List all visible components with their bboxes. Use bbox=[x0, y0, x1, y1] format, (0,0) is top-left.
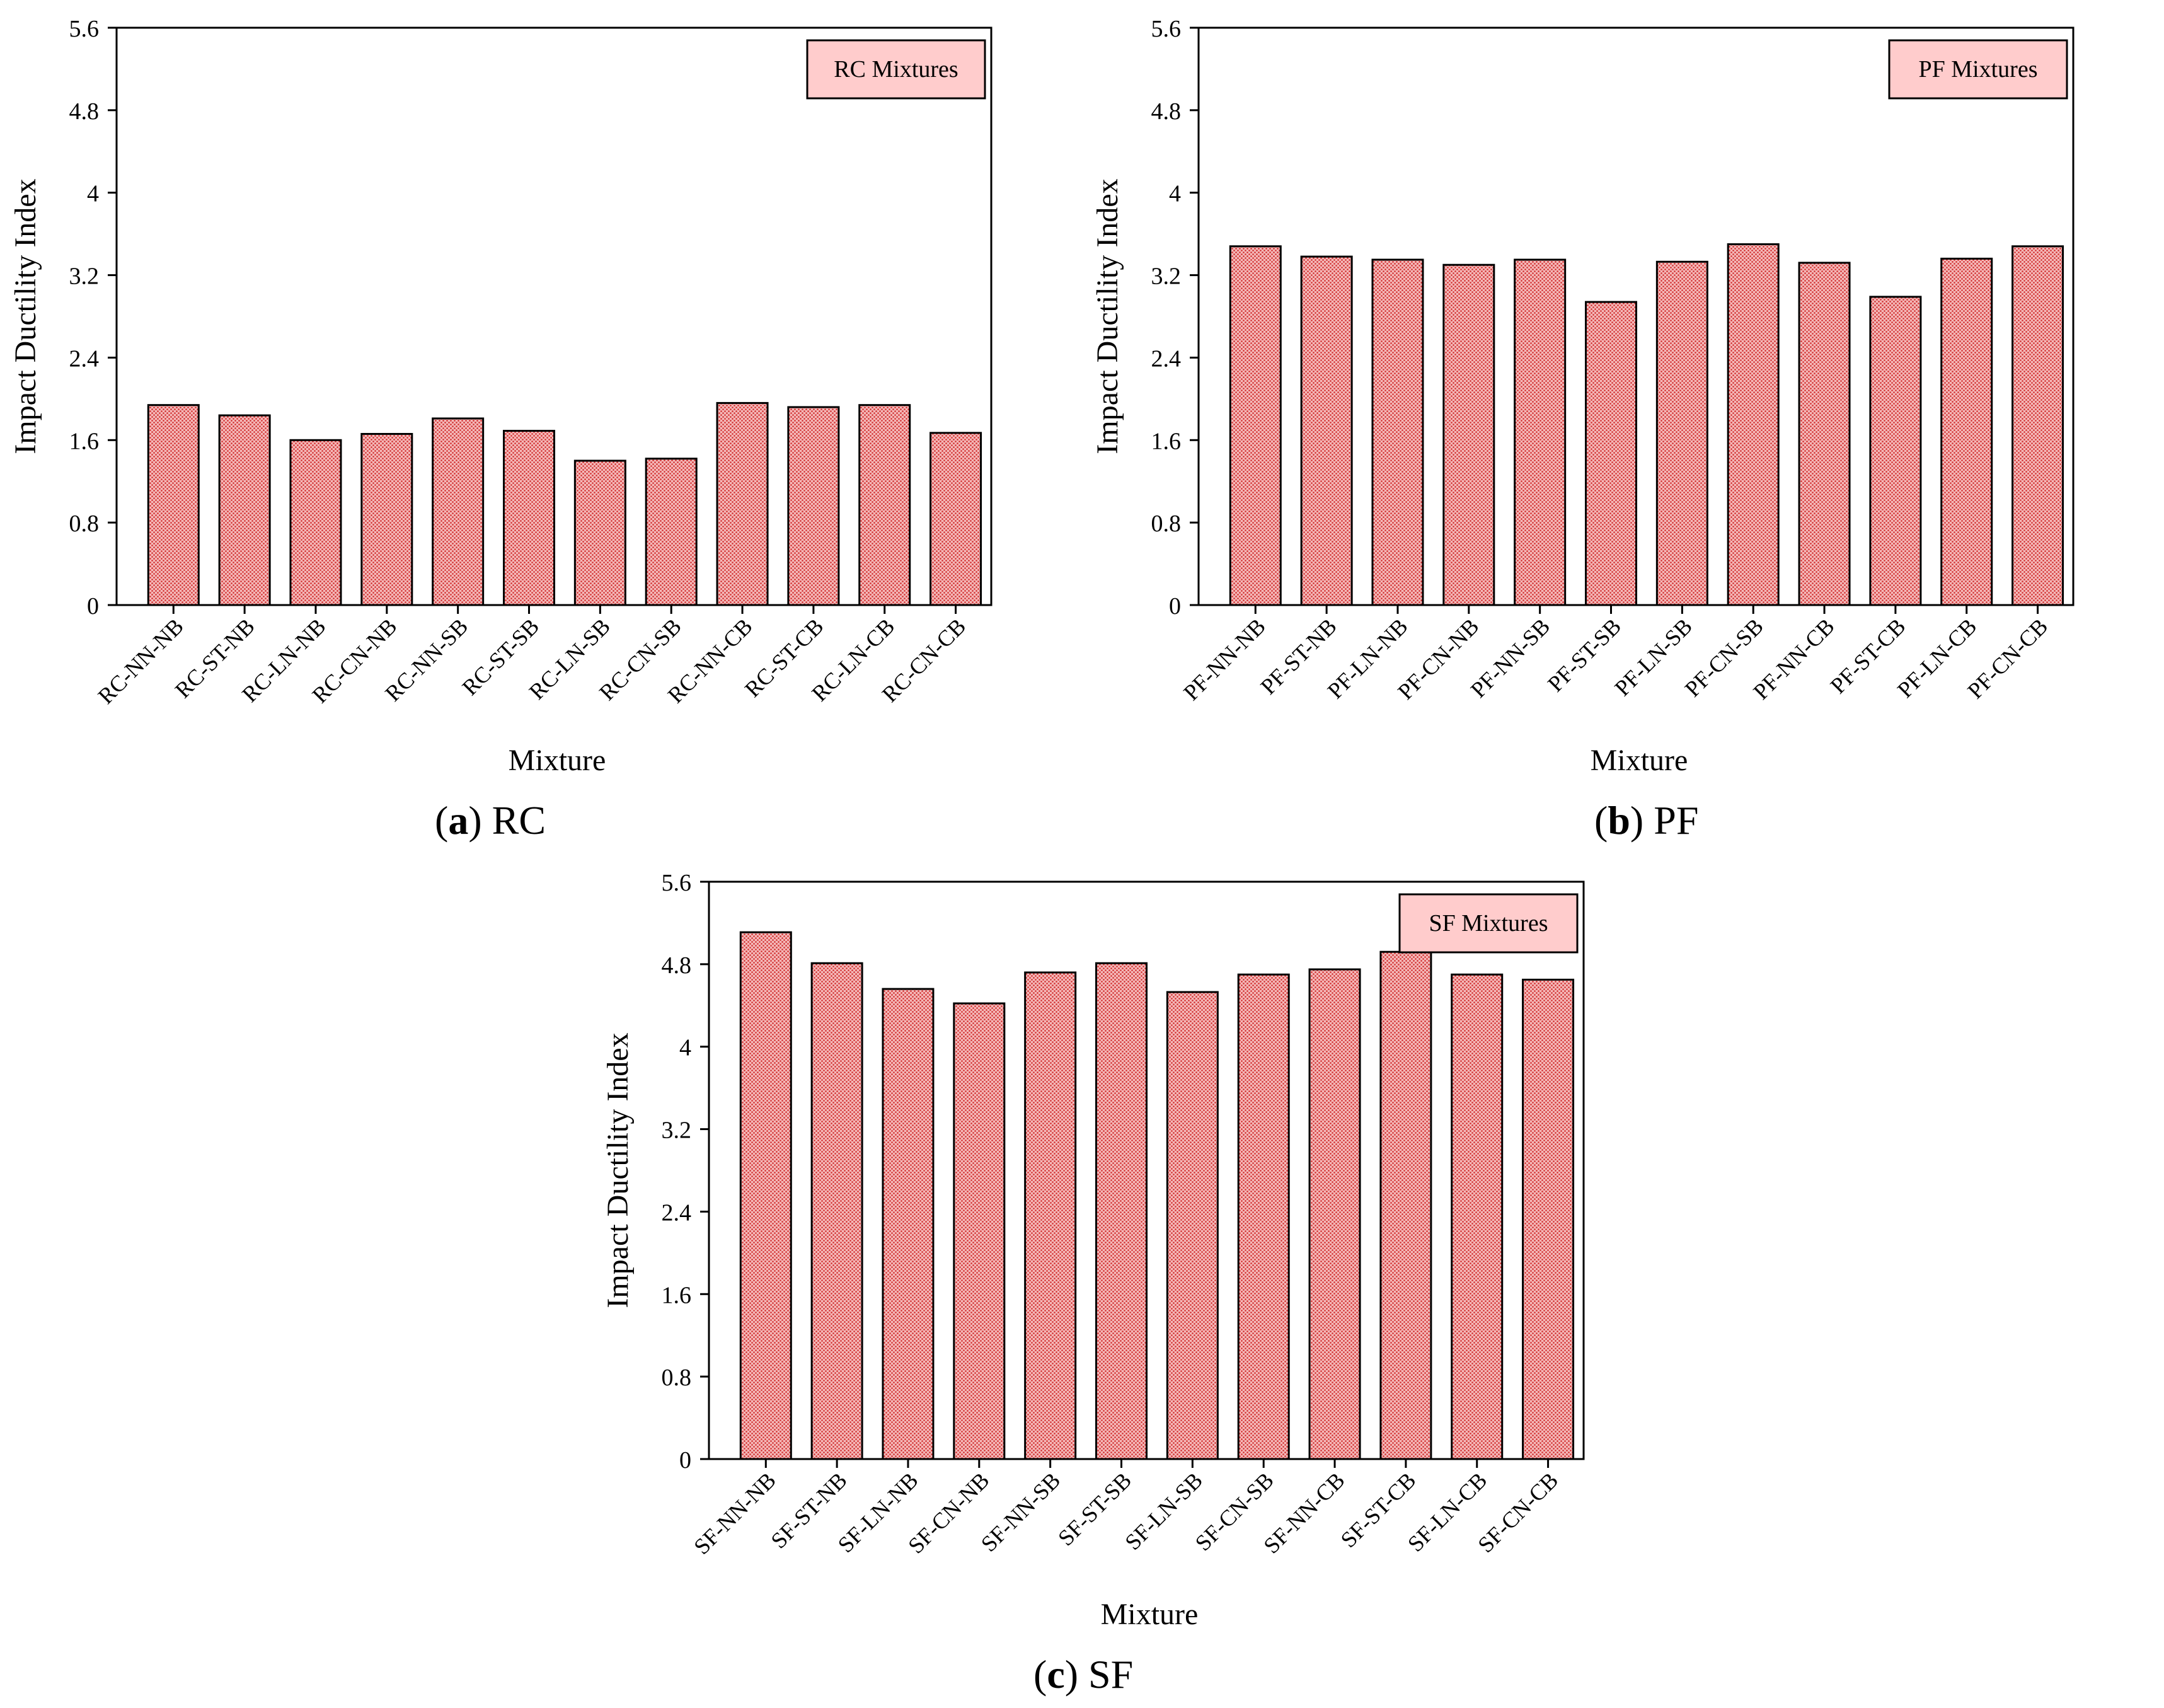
y-tick-label: 0.8 bbox=[69, 511, 100, 537]
caption-letter: c bbox=[1047, 1652, 1065, 1697]
x-tick-label: SF-NN-NB bbox=[689, 1467, 781, 1559]
bar bbox=[573, 459, 626, 606]
bar bbox=[1522, 978, 1575, 1460]
bar bbox=[716, 401, 769, 606]
bar bbox=[1442, 263, 1495, 606]
bar bbox=[1655, 260, 1708, 606]
bar bbox=[1371, 258, 1424, 606]
y-tick-label: 4 bbox=[679, 1035, 691, 1061]
y-axis-title: Impact Ductility Index bbox=[601, 1032, 635, 1308]
bar bbox=[432, 417, 485, 606]
y-tick-label: 4.8 bbox=[1151, 98, 1182, 125]
bar bbox=[1585, 301, 1638, 606]
y-tick-label: 4.8 bbox=[662, 952, 692, 979]
bar bbox=[218, 414, 271, 606]
bar bbox=[810, 962, 863, 1460]
caption-label: RC bbox=[492, 798, 546, 843]
bar bbox=[1379, 950, 1432, 1460]
bar bbox=[1308, 968, 1361, 1460]
y-axis-title: Impact Ductility Index bbox=[1091, 178, 1124, 454]
y-axis-title: Impact Ductility Index bbox=[9, 178, 42, 454]
y-tick-label: 3.2 bbox=[1151, 263, 1182, 290]
caption-letter: b bbox=[1608, 798, 1630, 843]
y-tick-label: 0.8 bbox=[662, 1365, 692, 1391]
legend: PF Mixtures bbox=[1888, 39, 2068, 100]
caption-label: PF bbox=[1654, 798, 1699, 843]
chart-panel-pf: 0 0.8 1.6 2.4 3.2 4 4.8 5.6 PF-NN-NB PF-ST-NB PF-L… bbox=[1082, 0, 2164, 854]
bar bbox=[2011, 245, 2064, 606]
y-tick-label: 2.4 bbox=[1151, 345, 1182, 372]
bar bbox=[289, 439, 342, 606]
y-tick-label: 5.6 bbox=[69, 16, 100, 42]
bar bbox=[1451, 973, 1504, 1460]
bar bbox=[882, 988, 935, 1460]
y-tick-label: 0 bbox=[87, 593, 99, 620]
x-tick-label: RC-NN-NB bbox=[93, 613, 188, 708]
legend-box bbox=[1888, 39, 2068, 100]
legend: RC Mixtures bbox=[806, 39, 986, 100]
bar bbox=[1300, 255, 1353, 606]
y-tick-label: 1.6 bbox=[69, 428, 100, 454]
bar bbox=[1095, 962, 1148, 1460]
y-tick-label: 4.8 bbox=[69, 98, 100, 125]
y-tick-label: 1.6 bbox=[662, 1282, 692, 1308]
bar-chart-svg: 00.81.62.43.244.85.6SF-NN-NBSF-ST-NBSF-L… bbox=[601, 870, 1585, 1631]
bar bbox=[1229, 245, 1282, 606]
bar bbox=[1940, 257, 1993, 606]
y-tick-label: 5.6 bbox=[1151, 16, 1182, 42]
legend-box bbox=[806, 39, 986, 100]
bar bbox=[1166, 991, 1219, 1460]
bar bbox=[645, 458, 698, 606]
legend-label: SF Mixtures bbox=[1429, 910, 1548, 937]
bar bbox=[858, 404, 911, 606]
chart-panel-sf: 0 0.8 1.6 2.4 3.2 4 4.8 5.6 SF-NN-NB SF-ST-NB SF-L… bbox=[592, 854, 1674, 1708]
legend-label: PF Mixtures bbox=[1919, 56, 2038, 83]
caption-label: SF bbox=[1088, 1652, 1134, 1697]
y-tick-label: 4 bbox=[1169, 181, 1181, 207]
y-tick-label: 3.2 bbox=[662, 1117, 692, 1144]
x-axis-title: Mixture bbox=[1591, 744, 1688, 777]
y-tick-label: 0 bbox=[1169, 593, 1181, 620]
y-tick-label: 4 bbox=[87, 181, 99, 207]
bar-chart-svg: 00.81.62.43.244.85.6RC-NN-NBRC-ST-NBRC-L… bbox=[9, 16, 993, 777]
legend-label: RC Mixtures bbox=[834, 56, 958, 83]
bar bbox=[787, 406, 840, 606]
legend-box bbox=[1398, 893, 1579, 954]
bar bbox=[360, 432, 413, 606]
y-tick-label: 5.6 bbox=[662, 870, 692, 896]
bar bbox=[147, 404, 200, 606]
x-axis-title: Mixture bbox=[1101, 1598, 1199, 1631]
caption-a: (a) RC bbox=[435, 798, 546, 843]
bar bbox=[929, 432, 982, 606]
y-tick-label: 2.4 bbox=[69, 345, 100, 372]
bar bbox=[503, 430, 556, 606]
bar-chart-svg: 00.81.62.43.244.85.6PF-NN-NBPF-ST-NBPF-L… bbox=[1091, 16, 2075, 777]
bar bbox=[1727, 243, 1780, 606]
x-axis-title: Mixture bbox=[509, 744, 606, 777]
bar bbox=[1798, 262, 1851, 606]
legend: SF Mixtures bbox=[1398, 893, 1579, 954]
x-tick-label: PF-NN-NB bbox=[1178, 613, 1270, 705]
bar bbox=[739, 931, 792, 1460]
chart-panel-rc: 0 0.8 1.6 2.4 3.2 4 4.8 5.6 RC-NN-NB RC-ST-NB RC-L… bbox=[0, 0, 1082, 854]
y-tick-label: 2.4 bbox=[662, 1199, 692, 1226]
caption-b: (b) PF bbox=[1594, 798, 1699, 843]
bar bbox=[1514, 258, 1567, 606]
y-tick-label: 1.6 bbox=[1151, 428, 1182, 454]
caption-letter: a bbox=[448, 798, 469, 843]
bar bbox=[1237, 973, 1290, 1460]
y-tick-label: 0 bbox=[679, 1447, 691, 1474]
caption-c: (c) SF bbox=[1033, 1652, 1134, 1697]
bar bbox=[953, 1002, 1006, 1460]
y-tick-label: 3.2 bbox=[69, 263, 100, 290]
y-tick-label: 0.8 bbox=[1151, 511, 1182, 537]
bar bbox=[1024, 971, 1077, 1460]
bar bbox=[1869, 296, 1922, 606]
